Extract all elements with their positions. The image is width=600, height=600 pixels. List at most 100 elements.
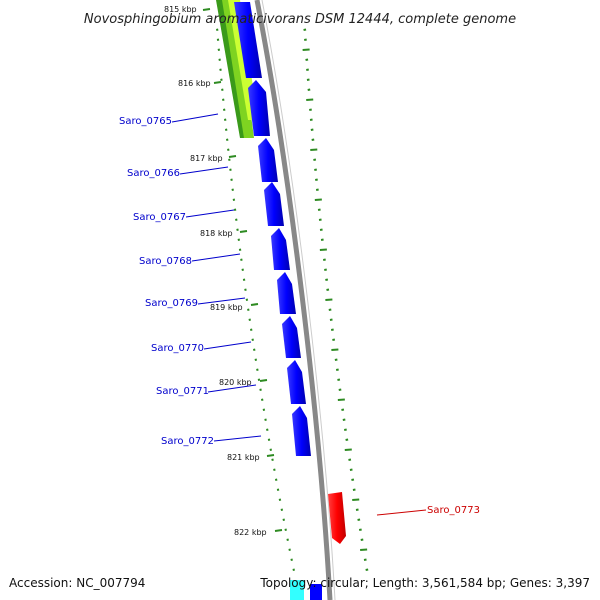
gc-skew-tick — [318, 218, 322, 221]
kbp-label: 818 kbp — [200, 229, 233, 238]
gc-skew-tick — [254, 358, 258, 361]
gc-skew-tick — [360, 548, 368, 551]
gc-skew-tick — [342, 418, 346, 421]
kbp-label: 816 kbp — [178, 79, 211, 88]
gc-skew-tick — [317, 208, 321, 211]
gc-skew-tick — [222, 98, 225, 101]
cds-arrow — [277, 272, 296, 314]
gc-skew-tick — [352, 498, 360, 501]
gc-skew-tick — [314, 168, 317, 171]
gc-skew-tick — [269, 448, 273, 451]
gene-label-saro-0772[interactable]: Saro_0772 — [161, 436, 214, 447]
topology-summary-text: Topology: circular; Length: 3,561,584 bp… — [259, 576, 590, 590]
gc-skew-tick — [334, 358, 338, 361]
gc-skew-outer-track — [302, 28, 369, 571]
gc-skew-tick — [332, 338, 336, 341]
gc-skew-tick — [338, 388, 342, 391]
kbp-label: 821 kbp — [227, 453, 260, 462]
gc-skew-tick — [358, 528, 362, 531]
gc-skew-tick — [230, 178, 233, 181]
gc-skew-tick — [355, 508, 359, 511]
kbp-label: 822 kbp — [234, 528, 267, 537]
accession-text: Accession: NC_007794 — [9, 576, 145, 590]
gc-skew-tick — [259, 388, 262, 391]
cds-arrow — [287, 360, 306, 404]
forward-cds-track — [234, 2, 311, 456]
gc-skew-tick — [319, 248, 327, 251]
gc-skew-tick — [319, 228, 323, 231]
gene-label-saro-0767[interactable]: Saro_0767 — [133, 212, 186, 223]
gc-skew-tick — [345, 438, 349, 441]
gc-skew-tick — [290, 558, 293, 561]
gc-skew-tick — [315, 188, 319, 191]
gc-skew-tick — [349, 468, 353, 471]
kbp-label: 817 kbp — [190, 154, 223, 163]
gene-label-saro-0770[interactable]: Saro_0770 — [151, 343, 204, 354]
gc-skew-tick — [343, 428, 347, 431]
gc-skew-tick — [242, 278, 246, 281]
gc-skew-tick — [267, 438, 271, 441]
gene-label-saro-0765[interactable]: Saro_0765 — [119, 116, 172, 127]
gc-skew-tick — [302, 48, 310, 51]
gc-skew-tick — [328, 308, 332, 311]
gc-skew-tick — [229, 168, 232, 171]
cds-arrow — [234, 2, 262, 78]
kbp-label: 820 kbp — [219, 378, 252, 387]
cds-arrow — [271, 228, 290, 270]
gc-skew-tick — [248, 318, 251, 321]
gene-label-saro-0769[interactable]: Saro_0769 — [145, 298, 198, 309]
gc-skew-tick — [245, 298, 249, 301]
gc-skew-tick — [337, 398, 345, 401]
gc-skew-tick — [292, 568, 295, 571]
gc-skew-tick — [278, 498, 282, 501]
gc-skew-tick — [331, 348, 339, 351]
gc-skew-tick — [314, 198, 322, 201]
gc-skew-tick — [311, 138, 315, 141]
gc-skew-tick — [305, 58, 309, 61]
gc-skew-tick — [309, 118, 313, 121]
gene-label-saro-0766[interactable]: Saro_0766 — [127, 168, 180, 179]
gc-skew-tick — [251, 338, 254, 341]
gc-skew-tick — [304, 38, 307, 41]
gc-skew-tick — [266, 428, 269, 431]
gc-skew-tick — [310, 128, 314, 131]
gene-label-saro-0773[interactable]: Saro_0773 — [427, 505, 480, 516]
reverse-cds-arrow — [328, 492, 346, 544]
gc-skew-tick — [337, 378, 341, 381]
gc-skew-tick — [260, 398, 264, 401]
gc-skew-tick — [310, 148, 318, 151]
gc-skew-tick — [249, 328, 253, 331]
cds-arrow — [258, 138, 278, 182]
cds-arrow — [248, 80, 270, 136]
gc-skew-tick — [224, 128, 228, 131]
gc-skew-tick — [274, 478, 278, 481]
map-title: Novosphingobium aromaticivorans DSM 1244… — [84, 12, 516, 27]
gc-skew-tick — [236, 228, 239, 231]
gc-skew-tick — [223, 118, 227, 121]
gc-skew-tick — [313, 158, 317, 161]
gc-skew-tick — [222, 108, 226, 111]
gc-skew-tick — [329, 318, 333, 321]
gene-label-saro-0768[interactable]: Saro_0768 — [139, 256, 192, 267]
gene-label-saro-0771[interactable]: Saro_0771 — [156, 386, 209, 397]
kbp-ticks: 815 kbp 816 kbp 817 kbp 818 kbp 819 kbp … — [164, 5, 283, 537]
gc-skew-tick — [256, 368, 259, 371]
genome-backbone — [254, 0, 333, 600]
gc-skew-tick — [276, 488, 280, 491]
gc-skew-tick — [241, 268, 244, 271]
gc-skew-tick — [320, 238, 324, 241]
cds-arrow — [282, 316, 301, 358]
gc-skew-tick — [315, 178, 318, 181]
gc-skew-tick — [351, 478, 355, 481]
gc-skew-tick — [282, 518, 285, 521]
gc-skew-tick — [231, 188, 234, 191]
gc-skew-tick — [306, 98, 314, 101]
gc-skew-tick — [286, 538, 289, 541]
gc-skew-tick — [341, 408, 345, 411]
gc-skew-tick — [262, 408, 266, 411]
gc-skew-tick — [348, 458, 352, 461]
gc-skew-tick — [344, 448, 352, 451]
gc-skew-tick — [219, 68, 222, 71]
gc-skew-tick — [303, 28, 307, 31]
